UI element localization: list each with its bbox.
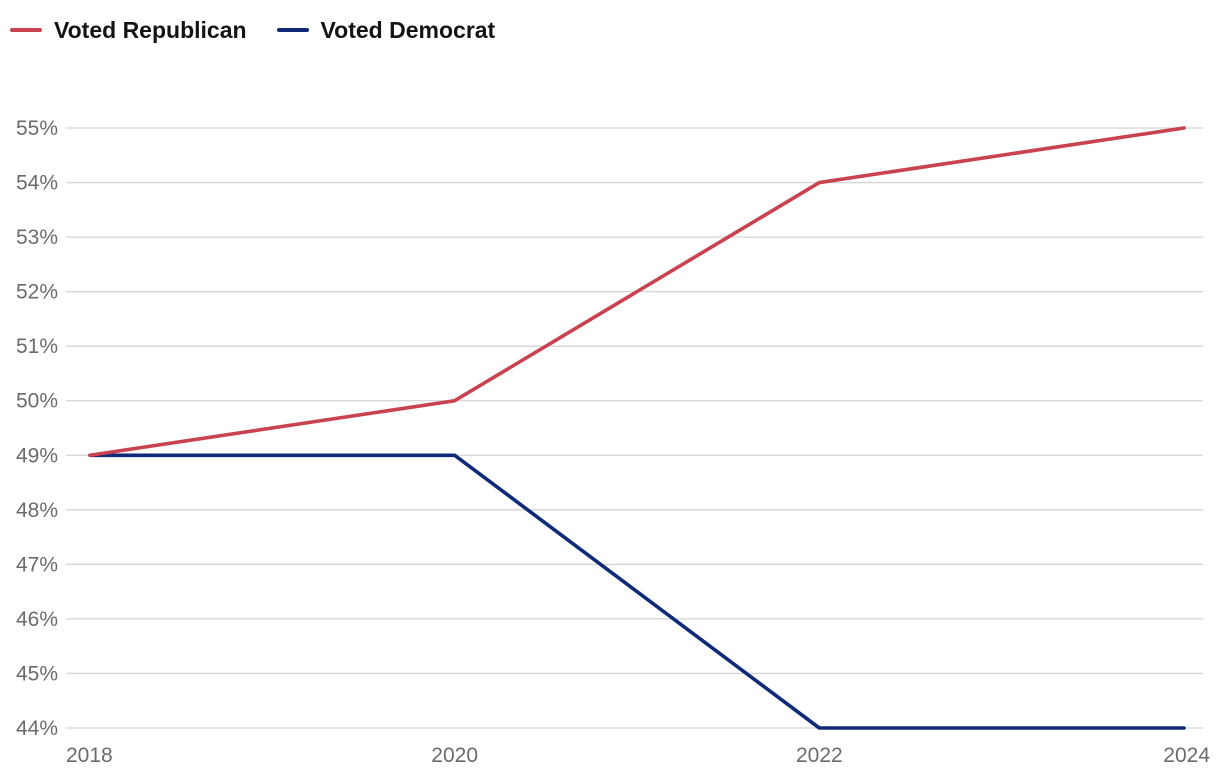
legend-swatch-democrat <box>276 28 309 32</box>
x-tick-label: 2018 <box>66 744 113 767</box>
x-tick-label: 2024 <box>1163 744 1210 767</box>
gridlines <box>66 127 1203 729</box>
y-tick-label: 46% <box>16 608 58 631</box>
y-tick-label: 49% <box>16 444 58 467</box>
legend-item-republican: Voted Republican <box>10 17 247 44</box>
y-tick-label: 47% <box>16 553 58 576</box>
y-tick-label: 48% <box>16 499 58 522</box>
y-tick-label: 51% <box>16 335 58 358</box>
y-axis-ticks: 44% 45% 46% 47% 48% 49% 50% 51% 52% 53% 54% 55% <box>16 117 58 740</box>
x-tick-label: 2022 <box>796 744 843 767</box>
legend-label-republican: Voted Republican <box>54 16 247 43</box>
legend-swatch-republican <box>10 28 42 32</box>
x-tick-label: 2020 <box>431 744 478 767</box>
legend-item-democrat: Voted Democrat <box>276 16 496 44</box>
series-line-democrat <box>88 453 1186 730</box>
y-tick-label: 54% <box>16 172 58 195</box>
y-tick-label: 44% <box>16 717 58 740</box>
chart-legend: Voted Republican Voted Democrat <box>10 14 525 46</box>
y-tick-label: 53% <box>16 226 58 249</box>
y-tick-label: 50% <box>16 390 58 413</box>
x-axis-ticks: 2018 2020 2022 2024 <box>66 744 1210 767</box>
series-line-republican <box>88 126 1186 458</box>
series-lines <box>88 126 1186 730</box>
legend-label-democrat: Voted Democrat <box>320 16 496 43</box>
y-tick-label: 52% <box>16 281 58 304</box>
y-tick-label: 45% <box>16 662 58 685</box>
y-tick-label: 55% <box>16 117 58 140</box>
